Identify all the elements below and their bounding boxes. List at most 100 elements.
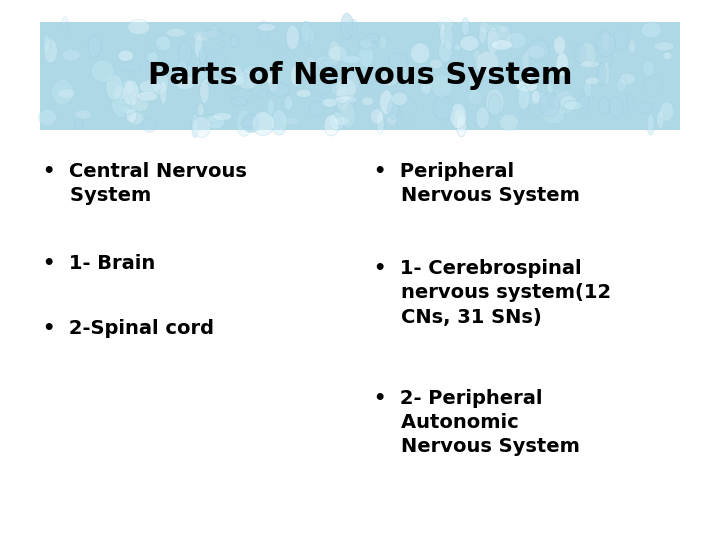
Ellipse shape: [619, 73, 635, 84]
Ellipse shape: [120, 80, 135, 96]
Ellipse shape: [321, 59, 341, 67]
Ellipse shape: [207, 52, 226, 66]
Ellipse shape: [488, 94, 501, 116]
Ellipse shape: [462, 18, 469, 36]
Ellipse shape: [113, 86, 126, 100]
Ellipse shape: [476, 107, 489, 129]
Ellipse shape: [505, 32, 526, 49]
Ellipse shape: [438, 18, 453, 31]
Ellipse shape: [122, 107, 135, 114]
Ellipse shape: [336, 86, 349, 111]
Ellipse shape: [231, 89, 253, 102]
Ellipse shape: [44, 34, 50, 55]
Ellipse shape: [593, 45, 613, 71]
Text: Parts of Nervous System: Parts of Nervous System: [148, 61, 572, 90]
Ellipse shape: [232, 97, 248, 106]
Ellipse shape: [300, 21, 311, 42]
Ellipse shape: [130, 99, 149, 112]
Ellipse shape: [479, 28, 487, 44]
Ellipse shape: [143, 118, 157, 132]
Ellipse shape: [585, 77, 601, 85]
Ellipse shape: [359, 41, 377, 50]
Ellipse shape: [237, 70, 258, 89]
Text: •  Central Nervous
    System: • Central Nervous System: [43, 162, 247, 205]
Ellipse shape: [546, 82, 554, 94]
Ellipse shape: [497, 26, 511, 46]
Ellipse shape: [479, 73, 489, 81]
Ellipse shape: [522, 52, 529, 71]
Ellipse shape: [643, 60, 654, 77]
Ellipse shape: [660, 102, 674, 122]
Ellipse shape: [410, 43, 430, 64]
Ellipse shape: [647, 114, 654, 135]
Ellipse shape: [258, 21, 269, 43]
Ellipse shape: [563, 101, 582, 110]
Ellipse shape: [197, 104, 204, 116]
Ellipse shape: [127, 19, 150, 35]
Ellipse shape: [359, 45, 374, 68]
Ellipse shape: [431, 74, 452, 98]
Ellipse shape: [207, 114, 225, 129]
Ellipse shape: [445, 62, 464, 70]
Ellipse shape: [543, 108, 565, 124]
Ellipse shape: [603, 62, 609, 84]
Ellipse shape: [598, 63, 606, 85]
Ellipse shape: [305, 26, 315, 44]
Ellipse shape: [361, 97, 374, 105]
Ellipse shape: [269, 76, 277, 92]
Ellipse shape: [524, 65, 532, 87]
Ellipse shape: [626, 93, 634, 114]
Ellipse shape: [444, 27, 454, 51]
Ellipse shape: [556, 52, 569, 76]
Ellipse shape: [516, 80, 538, 92]
Text: •  Peripheral
    Nervous System: • Peripheral Nervous System: [374, 162, 580, 205]
Ellipse shape: [273, 41, 282, 54]
Ellipse shape: [397, 110, 402, 130]
Ellipse shape: [126, 109, 137, 123]
Ellipse shape: [179, 41, 192, 67]
Ellipse shape: [379, 36, 387, 49]
Ellipse shape: [242, 114, 258, 132]
Ellipse shape: [574, 43, 586, 64]
Ellipse shape: [610, 96, 623, 117]
Ellipse shape: [166, 28, 186, 37]
Ellipse shape: [389, 71, 399, 85]
Ellipse shape: [305, 57, 317, 80]
Ellipse shape: [438, 39, 452, 63]
Ellipse shape: [433, 96, 453, 120]
Ellipse shape: [39, 109, 57, 126]
Ellipse shape: [156, 36, 171, 51]
Ellipse shape: [206, 114, 219, 122]
Ellipse shape: [366, 33, 379, 42]
Ellipse shape: [551, 68, 558, 89]
Ellipse shape: [106, 74, 123, 100]
Ellipse shape: [61, 16, 68, 35]
Ellipse shape: [129, 112, 144, 125]
Ellipse shape: [454, 44, 462, 51]
Ellipse shape: [229, 75, 246, 86]
Ellipse shape: [213, 112, 232, 120]
Ellipse shape: [602, 31, 610, 51]
Ellipse shape: [554, 36, 566, 55]
Ellipse shape: [123, 80, 139, 106]
Ellipse shape: [469, 91, 482, 105]
Ellipse shape: [342, 55, 361, 64]
Ellipse shape: [341, 102, 355, 128]
Ellipse shape: [119, 62, 140, 72]
Ellipse shape: [88, 36, 102, 58]
Ellipse shape: [341, 13, 354, 39]
Ellipse shape: [540, 93, 559, 117]
Ellipse shape: [331, 79, 348, 97]
Ellipse shape: [629, 39, 636, 54]
Ellipse shape: [616, 78, 626, 92]
Ellipse shape: [473, 50, 480, 60]
Ellipse shape: [252, 112, 275, 136]
Ellipse shape: [487, 28, 499, 54]
Ellipse shape: [301, 22, 310, 49]
Ellipse shape: [384, 68, 399, 79]
Ellipse shape: [476, 51, 499, 76]
Ellipse shape: [518, 85, 530, 110]
Ellipse shape: [641, 22, 662, 38]
Ellipse shape: [192, 116, 211, 138]
Ellipse shape: [336, 78, 356, 100]
